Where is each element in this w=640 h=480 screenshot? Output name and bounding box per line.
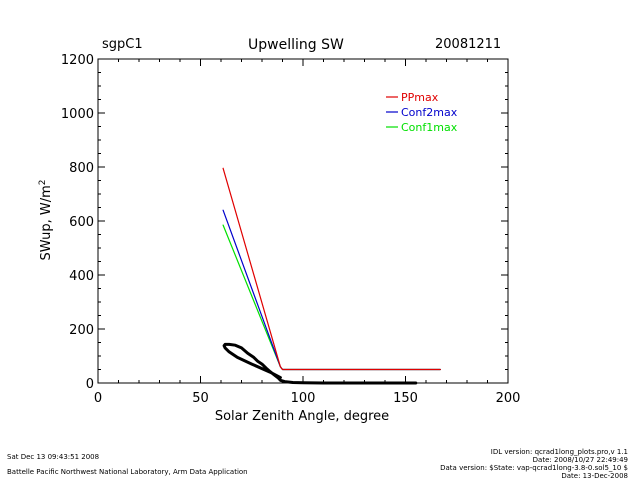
- footer-idl-version: IDL version: qcrad1long_plots.pro,v 1.1: [490, 448, 628, 456]
- y-tick-label: 1200: [61, 53, 94, 68]
- series-line-conf1max: [222, 224, 441, 371]
- x-tick-label: 0: [94, 391, 102, 406]
- y-tick-label: 600: [69, 215, 94, 230]
- y-tick-label: 400: [69, 269, 94, 284]
- y-tick-label: 200: [69, 323, 94, 338]
- x-tick-label: 150: [393, 391, 418, 406]
- footer-datetime: Sat Dec 13 09:43:51 2008: [7, 453, 100, 461]
- y-tick-label: 800: [69, 161, 94, 176]
- x-axis-label: Solar Zenith Angle, degree: [215, 409, 389, 424]
- footer-data-date: Date: 13-Dec-2008: [561, 472, 628, 480]
- footer-idl-date: Date: 2008/10/27 22:49:49: [532, 456, 628, 464]
- legend-label: Conf1max: [401, 121, 458, 134]
- x-tick-label: 100: [291, 391, 316, 406]
- series-line-conf2max: [222, 209, 441, 371]
- date-label: 20081211: [435, 37, 502, 52]
- series-line-observed: [222, 342, 418, 385]
- footer-data-version: Data version: $State: vap-qcrad1long-3.8…: [440, 464, 628, 472]
- y-axis-label: SWup, W/m2: [38, 179, 54, 260]
- legend-label: Conf2max: [401, 106, 458, 119]
- footer-org: Battelle Pacific Northwest National Labo…: [7, 468, 248, 476]
- x-tick-label: 50: [192, 391, 209, 406]
- site-label: sgpC1: [102, 37, 143, 52]
- legend-label: PPmax: [401, 91, 439, 104]
- y-tick-label: 1000: [61, 107, 94, 122]
- y-tick-label: 0: [86, 377, 94, 392]
- x-tick-label: 200: [496, 391, 521, 406]
- series-line-ppmax: [222, 167, 441, 371]
- chart-title: Upwelling SW: [248, 37, 344, 53]
